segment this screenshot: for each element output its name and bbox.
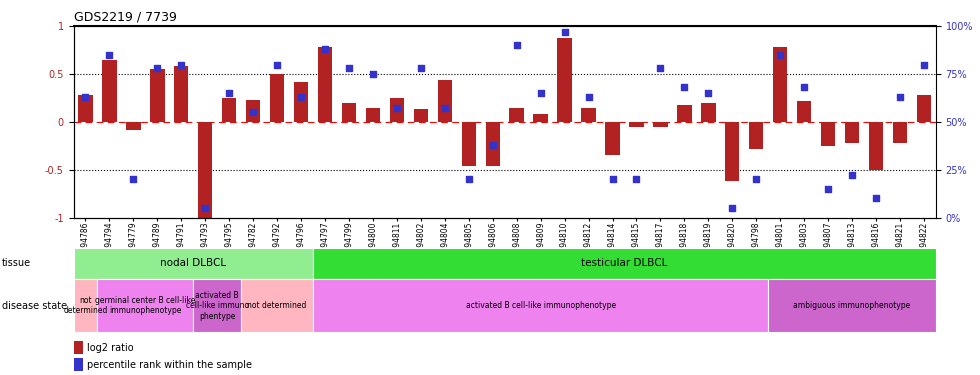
Bar — [510, 108, 524, 122]
Point — [197, 205, 213, 211]
Bar — [558, 38, 571, 122]
Bar — [654, 122, 667, 127]
Bar — [78, 95, 93, 122]
Text: activated B
cell-like immuno
phentype: activated B cell-like immuno phentype — [185, 291, 249, 321]
Point — [413, 65, 428, 71]
Bar — [485, 122, 500, 166]
Bar — [318, 47, 332, 122]
Bar — [869, 122, 883, 170]
Bar — [438, 80, 452, 122]
Bar — [893, 122, 907, 143]
Point — [77, 94, 93, 100]
Bar — [725, 122, 740, 181]
Text: activated B cell-like immunophenotype: activated B cell-like immunophenotype — [466, 301, 615, 310]
Bar — [193, 279, 241, 332]
Point — [293, 94, 309, 100]
Point — [676, 84, 692, 90]
Bar — [222, 98, 236, 122]
Point — [820, 186, 836, 192]
Point — [221, 90, 237, 96]
Point — [509, 42, 524, 48]
Point — [461, 176, 476, 182]
Point — [245, 110, 261, 116]
Bar — [198, 122, 213, 218]
Point — [581, 94, 597, 100]
Bar — [74, 248, 313, 279]
Point — [366, 71, 381, 77]
Text: log2 ratio: log2 ratio — [87, 343, 134, 352]
Point — [797, 84, 812, 90]
Point — [485, 142, 501, 148]
Text: germinal center B cell-like
immunophenotype: germinal center B cell-like immunophenot… — [95, 296, 196, 315]
Point — [724, 205, 740, 211]
Point — [173, 62, 189, 68]
Bar — [768, 279, 936, 332]
Point — [150, 65, 166, 71]
Bar — [74, 279, 97, 332]
Bar — [581, 108, 596, 122]
Bar — [74, 358, 83, 371]
Bar — [845, 122, 859, 143]
Point — [868, 195, 884, 201]
Point — [533, 90, 549, 96]
Bar — [246, 100, 261, 122]
Bar — [677, 105, 692, 122]
Bar — [313, 248, 936, 279]
Point — [605, 176, 620, 182]
Point — [916, 62, 932, 68]
Bar — [74, 341, 83, 354]
Bar — [916, 95, 931, 122]
Bar — [797, 101, 811, 122]
Point — [270, 62, 285, 68]
Point — [557, 29, 572, 35]
Bar — [294, 82, 309, 122]
Bar — [390, 98, 404, 122]
Bar — [701, 103, 715, 122]
Bar — [533, 114, 548, 122]
Bar — [773, 47, 787, 122]
Point — [892, 94, 907, 100]
Bar — [749, 122, 763, 148]
Text: not determined: not determined — [247, 301, 307, 310]
Text: GDS2219 / 7739: GDS2219 / 7739 — [74, 11, 176, 24]
Bar — [629, 122, 644, 127]
Text: percentile rank within the sample: percentile rank within the sample — [87, 360, 252, 369]
Text: not
determined: not determined — [64, 296, 108, 315]
Point — [653, 65, 668, 71]
Point — [318, 46, 333, 52]
Bar — [313, 279, 768, 332]
Point — [341, 65, 357, 71]
Text: testicular DLBCL: testicular DLBCL — [581, 258, 667, 268]
Text: tissue: tissue — [2, 258, 30, 268]
Bar — [342, 103, 356, 122]
Bar — [606, 122, 619, 155]
Bar — [102, 60, 117, 122]
Bar — [414, 110, 428, 122]
Bar — [270, 74, 284, 122]
Point — [125, 176, 141, 182]
Bar — [462, 122, 476, 166]
Point — [749, 176, 764, 182]
Point — [437, 105, 453, 111]
Bar — [366, 108, 380, 122]
Bar — [126, 122, 140, 129]
Point — [628, 176, 644, 182]
Bar — [150, 69, 165, 122]
Point — [772, 52, 788, 58]
Point — [844, 172, 859, 178]
Point — [102, 52, 118, 58]
Text: ambiguous immunophenotype: ambiguous immunophenotype — [794, 301, 910, 310]
Point — [701, 90, 716, 96]
Bar — [174, 66, 188, 122]
Text: nodal DLBCL: nodal DLBCL — [160, 258, 226, 268]
Bar — [821, 122, 835, 146]
Point — [389, 105, 405, 111]
Text: disease state: disease state — [2, 301, 67, 310]
Bar — [241, 279, 313, 332]
Bar — [97, 279, 193, 332]
